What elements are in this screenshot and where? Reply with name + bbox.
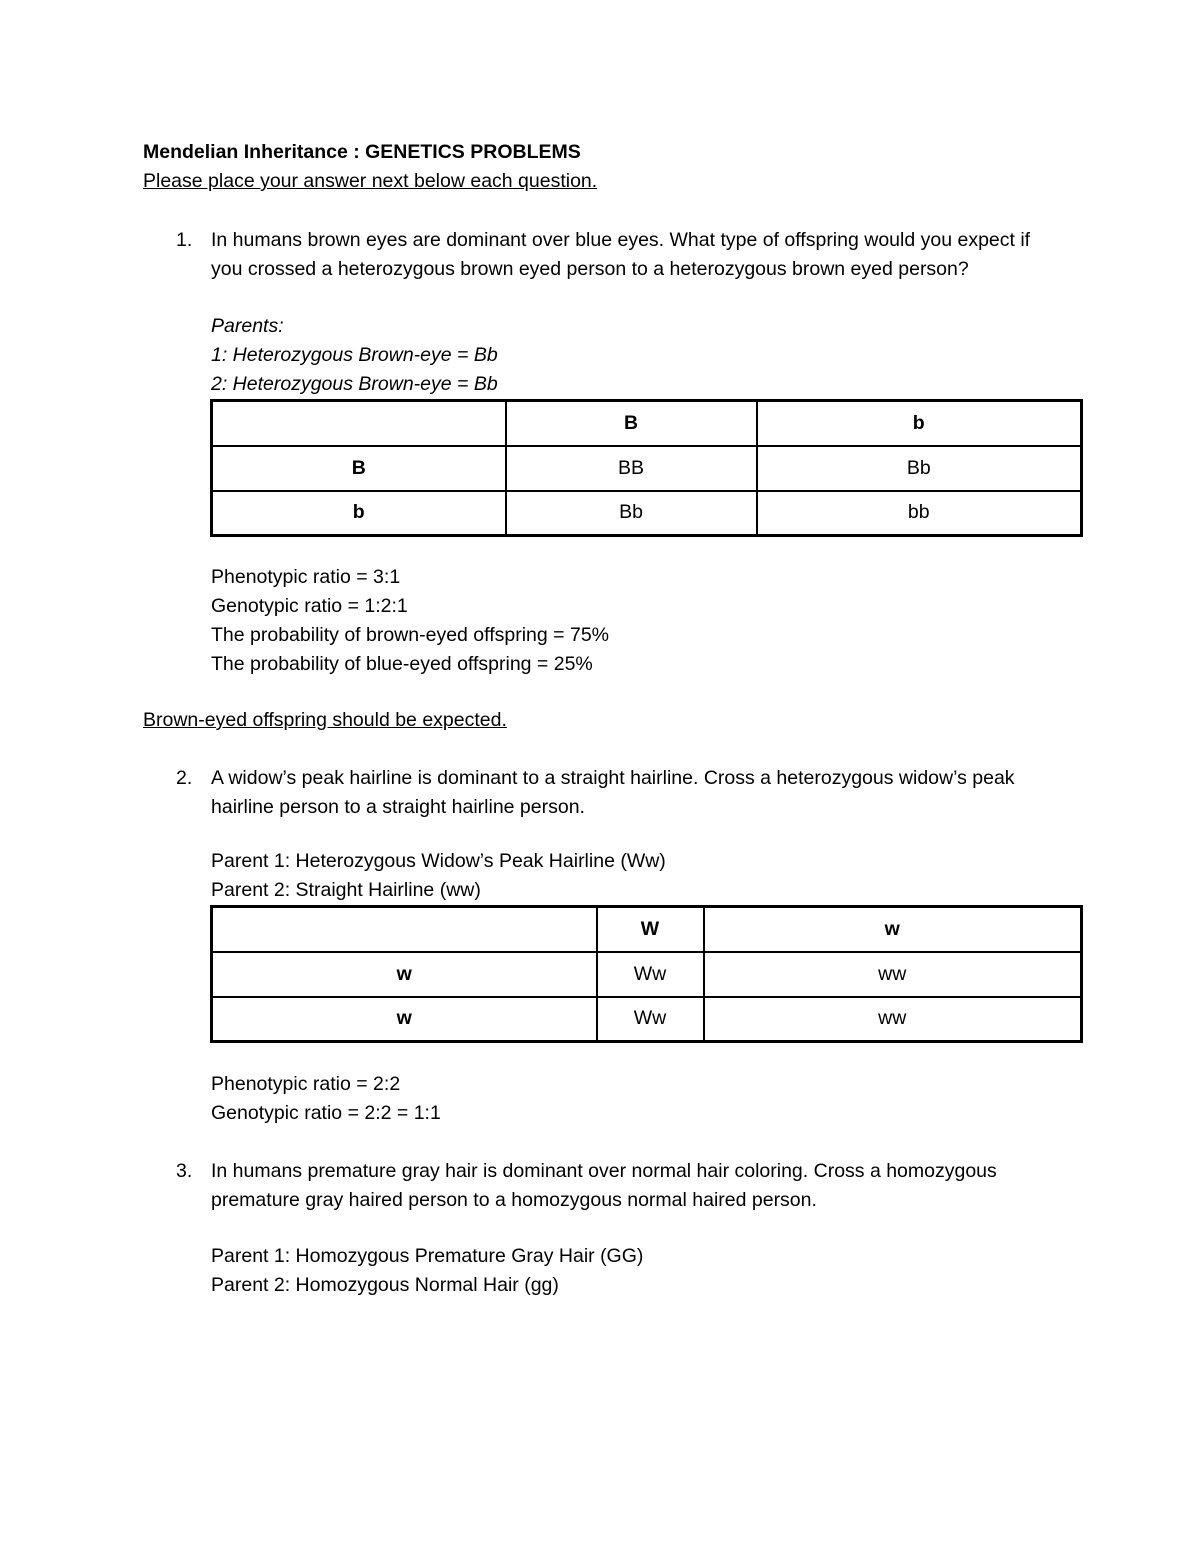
punnett-1-corner-cell (210, 399, 507, 447)
punnett-1-cell: Bb (504, 489, 758, 537)
punnett-square-1: B b B BB Bb b Bb bb (210, 399, 1083, 537)
document-content: Mendelian Inheritance : GENETICS PROBLEM… (143, 138, 1083, 1300)
punnett-2-cell: Ww (595, 950, 705, 998)
q3-parent-1: Parent 1: Homozygous Premature Gray Hair… (211, 1245, 644, 1267)
question-1-conclusion: Brown-eyed offspring should be expected. (143, 709, 507, 731)
punnett-2-corner-cell (210, 905, 598, 953)
document-title: Mendelian Inheritance : GENETICS PROBLEM… (143, 141, 581, 163)
punnett-1-cell: BB (504, 444, 758, 492)
punnett-square-2: W w w Ww ww w Ww ww (210, 905, 1083, 1043)
question-1-item: 1. In humans brown eyes are dominant ove… (143, 226, 1057, 284)
punnett-1-col-header: b (755, 399, 1083, 447)
punnett-2-cell: ww (702, 950, 1083, 998)
question-3-item: 3. In humans premature gray hair is domi… (143, 1157, 1057, 1215)
q1-answer-phenotypic-ratio: Phenotypic ratio = 3:1 (211, 566, 401, 588)
question-2-parents-block: Parent 1: Heterozygous Widow’s Peak Hair… (211, 847, 1057, 905)
punnett-2-row-label: w (210, 950, 598, 998)
punnett-2-row: w Ww ww (210, 950, 1083, 998)
q2-answer-genotypic-ratio: Genotypic ratio = 2:2 = 1:1 (211, 1102, 441, 1124)
q3-parent-2: Parent 2: Homozygous Normal Hair (gg) (211, 1274, 559, 1296)
q2-answer-phenotypic-ratio: Phenotypic ratio = 2:2 (211, 1073, 401, 1095)
punnett-2-cell: Ww (595, 995, 705, 1043)
question-1-text: In humans brown eyes are dominant over b… (211, 229, 1031, 280)
punnett-2-col-header: W (595, 905, 705, 953)
punnett-2-col-header: w (702, 905, 1083, 953)
q1-answer-blue-probability: The probability of blue-eyed offspring =… (211, 653, 593, 675)
question-1-parents-block: Parents: 1: Heterozygous Brown-eye = Bb … (211, 312, 1057, 399)
question-2-item: 2. A widow’s peak hairline is dominant t… (143, 764, 1057, 822)
q2-parent-1: Parent 1: Heterozygous Widow’s Peak Hair… (211, 850, 666, 872)
document-page: Mendelian Inheritance : GENETICS PROBLEM… (143, 138, 1083, 1300)
question-3-parents-block: Parent 1: Homozygous Premature Gray Hair… (211, 1242, 1057, 1300)
question-2-text: A widow’s peak hairline is dominant to a… (211, 767, 1015, 818)
punnett-2-cell: ww (702, 995, 1083, 1043)
punnett-2-row: w Ww ww (210, 995, 1083, 1043)
punnett-1-row-label: b (210, 489, 507, 537)
punnett-2-header-row: W w (210, 905, 1083, 953)
q1-answer-genotypic-ratio: Genotypic ratio = 1:2:1 (211, 595, 408, 617)
question-2-answers: Phenotypic ratio = 2:2 Genotypic ratio =… (211, 1070, 1057, 1128)
question-3-number: 3. (176, 1160, 193, 1182)
instructions-line: Please place your answer next below each… (143, 170, 598, 192)
punnett-2-row-label: w (210, 995, 598, 1043)
q1-parent-1: 1: Heterozygous Brown-eye = Bb (211, 344, 498, 366)
question-1-answers: Phenotypic ratio = 3:1 Genotypic ratio =… (211, 563, 1057, 679)
punnett-1-cell: bb (755, 489, 1083, 537)
question-3-text: In humans premature gray hair is dominan… (211, 1160, 997, 1211)
q2-parent-2: Parent 2: Straight Hairline (ww) (211, 879, 481, 901)
punnett-1-row: b Bb bb (210, 489, 1083, 537)
q1-parents-label: Parents: (211, 315, 284, 337)
punnett-1-cell: Bb (755, 444, 1083, 492)
punnett-1-row: B BB Bb (210, 444, 1083, 492)
punnett-1-header-row: B b (210, 399, 1083, 447)
question-2-number: 2. (176, 767, 193, 789)
punnett-1-row-label: B (210, 444, 507, 492)
q1-answer-brown-probability: The probability of brown-eyed offspring … (211, 624, 609, 646)
question-1-number: 1. (176, 229, 193, 251)
punnett-1-col-header: B (504, 399, 758, 447)
q1-parent-2: 2: Heterozygous Brown-eye = Bb (211, 373, 498, 395)
